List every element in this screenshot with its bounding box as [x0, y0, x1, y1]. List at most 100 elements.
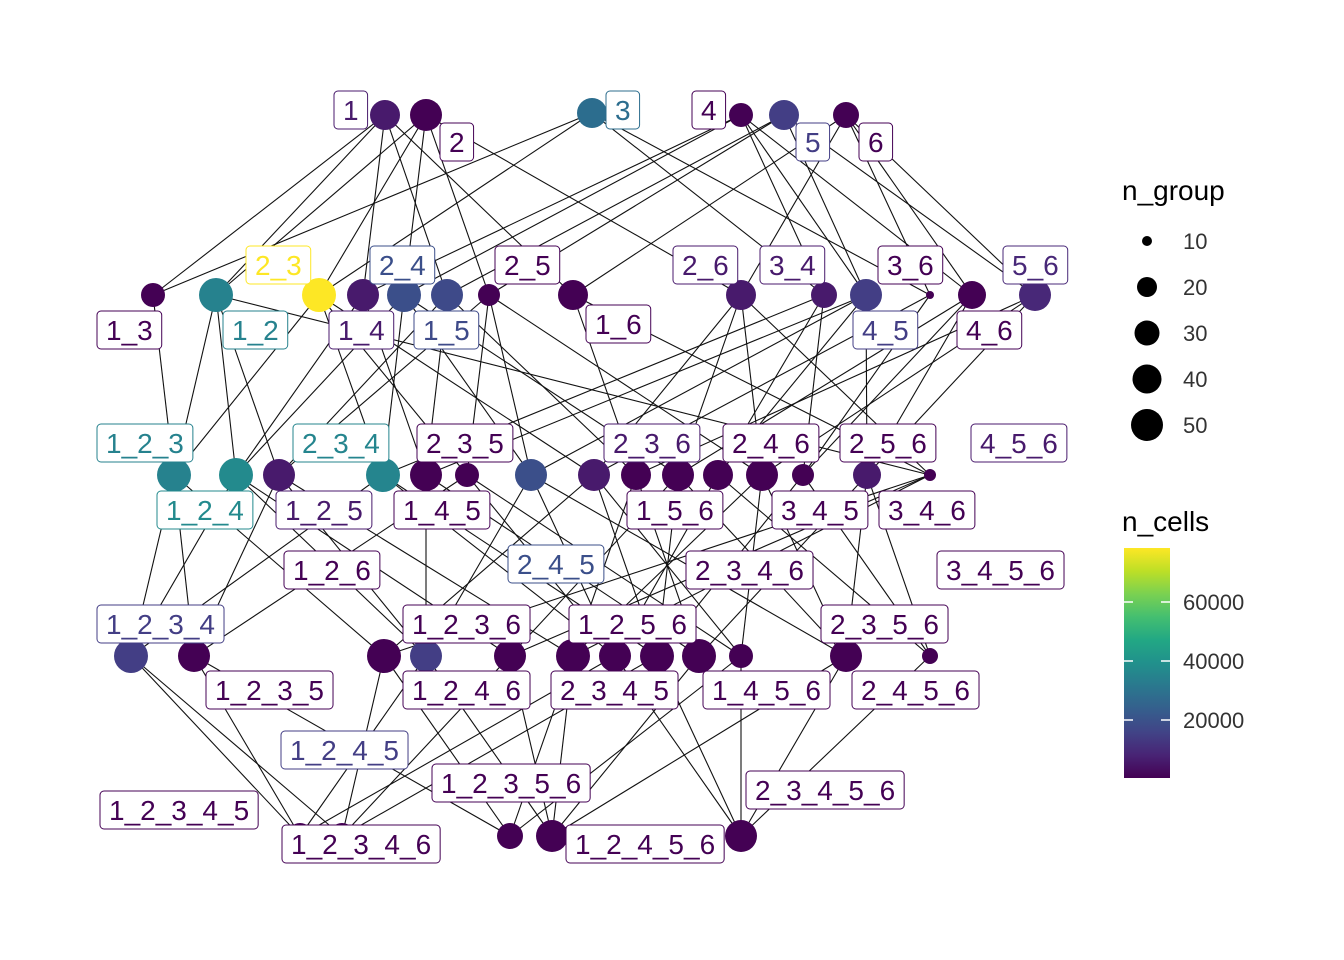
node-dot-4_6[interactable]	[958, 281, 986, 309]
node-label-text-2_3_4_5_6: 2_3_4_5_6	[755, 775, 895, 806]
node-label-1_2_4_6: 1_2_4_6	[402, 670, 531, 710]
edge-3-to-1_3	[152, 112, 593, 296]
size-legend-label-20: 20	[1183, 275, 1207, 300]
node-dot-1_5_6[interactable]	[621, 460, 651, 490]
node-dot-2_4[interactable]	[387, 278, 421, 312]
node-dot-5_6[interactable]	[1019, 279, 1051, 311]
color-legend-title: n_cells	[1122, 506, 1209, 537]
node-dot-1_4_5_6[interactable]	[682, 639, 716, 673]
node-dot-1_6[interactable]	[558, 280, 588, 310]
node-dot-1_3[interactable]	[141, 283, 165, 307]
edge-1-to-1_2	[215, 114, 386, 296]
node-dot-1_4_5[interactable]	[410, 459, 442, 491]
edge-4-to-2_4	[403, 114, 742, 296]
node-label-text-4_6: 4_6	[966, 315, 1013, 346]
node-label-5_6: 5_6	[1002, 245, 1069, 285]
node-dot-1_5[interactable]	[431, 279, 463, 311]
node-label-1_2_3_4: 1_2_3_4	[96, 604, 225, 644]
node-dot-5[interactable]	[769, 100, 799, 130]
node-label-text-2: 2	[449, 127, 465, 158]
node-dot-1_2_4_5_6[interactable]	[536, 820, 568, 852]
node-label-1_2_6: 1_2_6	[283, 550, 381, 590]
node-dot-2_5_6[interactable]	[746, 459, 778, 491]
node-label-3_4_6: 3_4_6	[878, 490, 976, 530]
node-dot-4[interactable]	[729, 103, 753, 127]
node-label-1_2: 1_2	[222, 310, 289, 350]
node-dot-2_6[interactable]	[726, 280, 756, 310]
node-label-text-2_3_5_6: 2_3_5_6	[830, 609, 939, 640]
node-label-1_2_3: 1_2_3	[96, 423, 194, 463]
node-dot-2_3_5_6[interactable]	[729, 644, 753, 668]
node-dot-1_2_6[interactable]	[924, 469, 936, 481]
node-label-4_6: 4_6	[956, 310, 1023, 350]
node-label-text-2_3_6: 2_3_6	[613, 428, 691, 459]
node-dot-1_2_4_5[interactable]	[410, 640, 442, 672]
edge-1-to-1_5	[384, 114, 448, 296]
node-dot-1_2[interactable]	[199, 278, 233, 312]
node-dot-2_3_4[interactable]	[366, 458, 400, 492]
size-legend: n_group 10 20 30 40 50	[1122, 175, 1225, 441]
node-label-1_2_3_6: 1_2_3_6	[402, 604, 531, 644]
edge-4-to-4_5	[740, 114, 867, 296]
node-dot-4_5_6[interactable]	[853, 461, 881, 489]
node-label-4_5_6: 4_5_6	[970, 423, 1068, 463]
node-dot-3[interactable]	[577, 98, 607, 128]
node-label-text-3_6: 3_6	[887, 250, 934, 281]
node-label-1: 1	[333, 90, 369, 130]
node-label-text-3_4_6: 3_4_6	[888, 495, 966, 526]
node-dot-6[interactable]	[833, 102, 859, 128]
node-label-text-3_4_5: 3_4_5	[781, 495, 859, 526]
node-dot-2_4_6[interactable]	[662, 459, 694, 491]
node-dot-1_4[interactable]	[347, 279, 379, 311]
node-label-1_4_5_6: 1_4_5_6	[702, 670, 831, 710]
node-dot-2_4_5_6[interactable]	[830, 640, 862, 672]
node-dot-3_4_6[interactable]	[792, 464, 814, 486]
node-dot-1_2_3_6[interactable]	[367, 639, 401, 673]
node-label-2_3_4: 2_3_4	[292, 423, 390, 463]
node-dot-3_4_5[interactable]	[703, 460, 733, 490]
edge-1_2-to-1_2_4	[215, 294, 237, 476]
node-dot-1_2_3_5[interactable]	[178, 640, 210, 672]
node-label-6: 6	[858, 122, 894, 162]
node-dot-2_4_5[interactable]	[515, 459, 547, 491]
node-dot-1_2_4_6[interactable]	[494, 640, 526, 672]
node-dot-2_5[interactable]	[478, 284, 500, 306]
edge-2-to-2_3	[318, 114, 427, 296]
node-label-text-2_4_5: 2_4_5	[517, 549, 595, 580]
node-dot-2_3_4_6[interactable]	[640, 639, 674, 673]
node-dot-1_2_5[interactable]	[263, 459, 295, 491]
node-label-text-1_2_5: 1_2_5	[285, 495, 363, 526]
node-dot-2_3_6[interactable]	[578, 459, 610, 491]
node-dot-3_4_5_6[interactable]	[922, 648, 938, 664]
color-legend-bar	[1124, 548, 1170, 778]
node-label-text-2_4: 2_4	[379, 250, 426, 281]
node-label-text-1_3: 1_3	[106, 315, 153, 346]
node-dot-1[interactable]	[370, 100, 400, 130]
node-label-text-1_2_4_6: 1_2_4_6	[412, 675, 521, 706]
node-layer	[114, 98, 1051, 852]
node-label-1_2_4: 1_2_4	[156, 490, 254, 530]
node-dot-2_3[interactable]	[302, 278, 336, 312]
node-label-text-2_3_4_5: 2_3_4_5	[560, 675, 669, 706]
node-label-1_2_3_5_6: 1_2_3_5_6	[431, 763, 591, 803]
node-dot-2_3_5[interactable]	[455, 463, 479, 487]
edge-3-to-2_3	[318, 112, 593, 296]
node-label-text-1_5_6: 1_5_6	[636, 495, 714, 526]
node-dot-4_5[interactable]	[850, 279, 882, 311]
node-dot-1_2_5_6[interactable]	[556, 639, 590, 673]
node-label-2_5: 2_5	[494, 245, 561, 285]
node-dot-2_3_4_5[interactable]	[599, 640, 631, 672]
node-label-text-3_4: 3_4	[769, 250, 816, 281]
node-dot-2_3_4_5_6[interactable]	[725, 820, 757, 852]
node-dot-3_6[interactable]	[926, 291, 934, 299]
node-label-4: 4	[691, 90, 727, 130]
node-dot-1_2_3_5_6[interactable]	[497, 823, 523, 849]
color-legend-tick-20000: 20000	[1183, 708, 1244, 733]
edge-1_2_3_4-to-1_2_3_4_5	[130, 655, 301, 837]
node-dot-1_2_4[interactable]	[219, 458, 253, 492]
node-dot-3_4[interactable]	[811, 282, 837, 308]
node-dot-1_2_3[interactable]	[157, 458, 191, 492]
node-dot-1_2_3_4[interactable]	[114, 639, 148, 673]
size-legend-title: n_group	[1122, 175, 1225, 206]
node-dot-2[interactable]	[410, 99, 442, 131]
